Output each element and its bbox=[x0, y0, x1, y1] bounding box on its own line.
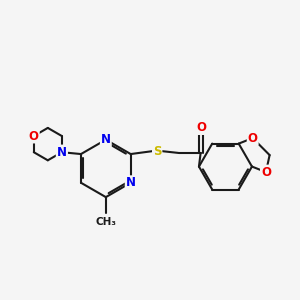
Text: N: N bbox=[57, 146, 67, 159]
Text: O: O bbox=[248, 132, 258, 145]
Text: N: N bbox=[57, 146, 67, 159]
Text: O: O bbox=[261, 166, 271, 178]
Text: N: N bbox=[126, 176, 136, 189]
Text: N: N bbox=[101, 133, 111, 146]
Text: O: O bbox=[29, 130, 39, 142]
Text: S: S bbox=[153, 145, 161, 158]
Text: O: O bbox=[196, 121, 206, 134]
Text: CH₃: CH₃ bbox=[95, 218, 116, 227]
